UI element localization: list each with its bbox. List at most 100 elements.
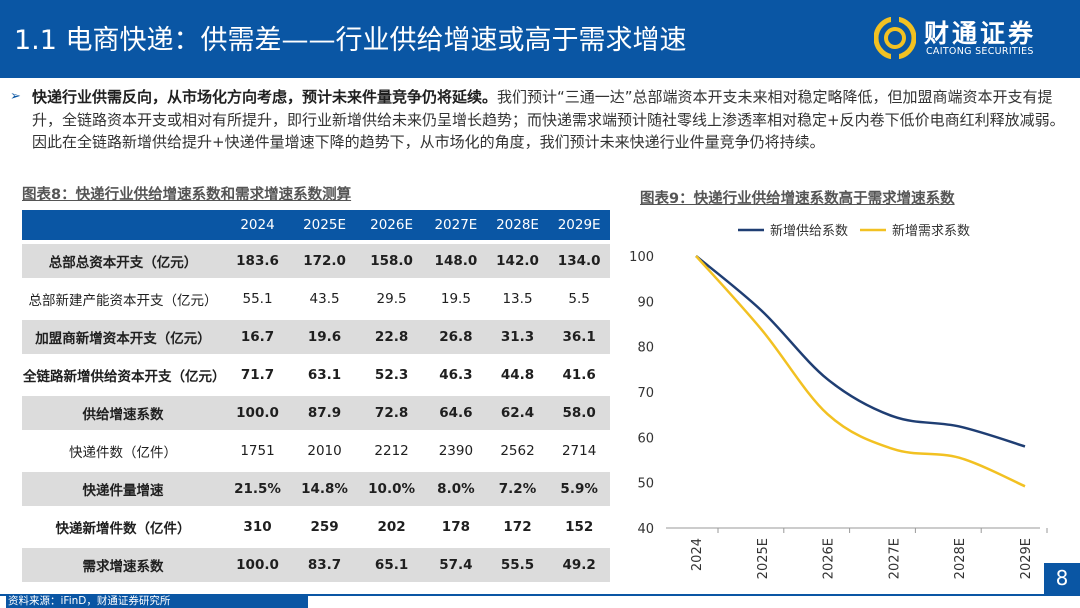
row-label: 快递件量增速: [22, 472, 224, 506]
y-tick-label: 40: [637, 522, 654, 537]
y-tick-label: 60: [637, 431, 654, 446]
table-cell: 183.6: [224, 244, 292, 278]
x-tick-label: 2024: [690, 538, 705, 571]
row-label: 快递新增件数（亿件）: [55, 521, 191, 537]
table-cell: 2212: [374, 443, 409, 459]
logo-wedge: [800, 0, 828, 78]
y-tick-label: 70: [637, 386, 654, 401]
table-cell: 13.5: [502, 291, 533, 307]
summary-text: 快递行业供需反向，从市场化方向考虑，预计未来件量竞争仍将延续。我们预计“三通一达…: [32, 86, 1072, 154]
table-cell: 100.0: [224, 396, 292, 430]
table-cell: 14.8%: [291, 472, 359, 506]
table-caption: 图表8：快递行业供给增速系数和需求增速系数测算: [22, 187, 352, 203]
table-cell: 152: [565, 519, 594, 535]
table-row: 总部新建产能资本开支（亿元） 55.1 43.5 29.5 19.5 13.5 …: [22, 282, 610, 316]
row-label: 总部总资本开支（亿元）: [22, 244, 224, 278]
summary-bold: 快递行业供需反向，从市场化方向考虑，预计未来件量竞争仍将延续。: [32, 88, 498, 106]
table-cell: 55.5: [486, 548, 549, 582]
table-cell: 5.5: [568, 291, 590, 307]
table-cell: 55.1: [242, 291, 273, 307]
table-row: 供给增速系数 100.0 87.9 72.8 64.6 62.4 58.0: [22, 396, 610, 430]
table-cell: 2010: [307, 443, 342, 459]
table-cell: 172: [503, 519, 532, 535]
table-cell: 58.0: [548, 396, 610, 430]
demand-series-line: [695, 255, 1026, 488]
summary-bullet: ➢ 快递行业供需反向，从市场化方向考虑，预计未来件量竞争仍将延续。我们预计“三通…: [10, 86, 1072, 154]
table-header-cell: [22, 210, 224, 240]
source-note: 资料来源：iFinD，财通证券研究所: [6, 594, 308, 608]
table-cell: 19.6: [291, 320, 359, 354]
table-cell: 43.5: [309, 291, 340, 307]
table-cell: 8.0%: [425, 472, 487, 506]
supply-series-line: [695, 255, 1026, 448]
page-title: 1.1 电商快递：供需差——行业供给增速或高于需求增速: [14, 25, 687, 56]
table-cell: 2562: [500, 443, 535, 459]
table-cell: 21.5%: [224, 472, 292, 506]
table-cell: 148.0: [425, 244, 487, 278]
table-cell: 310: [243, 519, 272, 535]
table-cell: 44.8: [500, 367, 535, 383]
table-row: 总部总资本开支（亿元） 183.6 172.0 158.0 148.0 142.…: [22, 244, 610, 278]
table-cell: 57.4: [425, 548, 487, 582]
x-tick-label: 2026E: [822, 538, 837, 579]
table-cell: 10.0%: [358, 472, 426, 506]
table-header-cell: 2024: [224, 210, 292, 240]
table-cell: 52.3: [374, 367, 409, 383]
logo-name: 财通证券: [924, 19, 1037, 48]
row-label: 加盟商新增资本开支（亿元）: [22, 320, 224, 354]
table-header-cell: 2025E: [291, 210, 359, 240]
table-header-cell: 2026E: [358, 210, 426, 240]
y-tick-label: 50: [637, 477, 654, 492]
table-cell: 29.5: [376, 291, 407, 307]
row-label: 总部新建产能资本开支（亿元）: [28, 293, 218, 309]
y-tick-label: 90: [637, 295, 654, 310]
table-cell: 62.4: [486, 396, 549, 430]
table-cell: 100.0: [224, 548, 292, 582]
logo-panel: [828, 0, 1080, 78]
table-cell: 142.0: [486, 244, 549, 278]
table-cell: 19.5: [440, 291, 471, 307]
table-cell: 7.2%: [486, 472, 549, 506]
table-cell: 16.7: [224, 320, 292, 354]
table-header-row: 2024 2025E 2026E 2027E 2028E 2029E: [22, 210, 610, 240]
row-label: 全链路新增供给资本开支（亿元）: [23, 369, 226, 385]
logo-english-name: CAITONG SECURITIES: [926, 46, 1034, 57]
row-label: 需求增速系数: [22, 548, 224, 582]
table-cell: 172.0: [291, 244, 359, 278]
table-header-cell: 2029E: [548, 210, 610, 240]
table-cell: 22.8: [358, 320, 426, 354]
caitong-logo-icon: [874, 17, 916, 59]
table-cell: 36.1: [548, 320, 610, 354]
table-row: 全链路新增供给资本开支（亿元） 71.7 63.1 52.3 46.3 44.8…: [22, 358, 610, 392]
table-cell: 65.1: [358, 548, 426, 582]
table-cell: 202: [377, 519, 406, 535]
estimate-table: 2024 2025E 2026E 2027E 2028E 2029E 总部总资本…: [22, 206, 610, 586]
x-tick-label: 2029E: [1019, 538, 1034, 579]
table-cell: 31.3: [486, 320, 549, 354]
table-cell: 259: [310, 519, 339, 535]
table-cell: 178: [441, 519, 470, 535]
table-cell: 5.9%: [548, 472, 610, 506]
table-cell: 26.8: [425, 320, 487, 354]
table-row: 快递件量增速 21.5% 14.8% 10.0% 8.0% 7.2% 5.9%: [22, 472, 610, 506]
legend-label: 新增需求系数: [892, 223, 970, 239]
table-cell: 49.2: [548, 548, 610, 582]
table-header-cell: 2027E: [425, 210, 487, 240]
table-cell: 71.7: [240, 367, 275, 383]
y-tick-label: 80: [637, 341, 654, 356]
table-row: 快递新增件数（亿件） 310 259 202 178 172 152: [22, 510, 610, 544]
page-number: 8: [1044, 563, 1080, 594]
legend-label: 新增供给系数: [770, 223, 848, 239]
table-row: 需求增速系数 100.0 83.7 65.1 57.4 55.5 49.2: [22, 548, 610, 582]
table-cell: 87.9: [291, 396, 359, 430]
x-tick-label: 2025E: [756, 538, 771, 579]
table-row: 快递件数（亿件） 1751 2010 2212 2390 2562 2714: [22, 434, 610, 468]
coefficient-line-chart: 40 50 60 70 80 90 100 2024 2025E 2026E 2027E 2028E 2…: [629, 223, 1048, 579]
footer-line: [0, 594, 1080, 596]
table-cell: 72.8: [358, 396, 426, 430]
table-cell: 1751: [240, 443, 275, 459]
table-cell: 64.6: [425, 396, 487, 430]
x-tick-label: 2027E: [887, 538, 902, 579]
table-cell: 134.0: [548, 244, 610, 278]
table-cell: 41.6: [562, 367, 596, 383]
